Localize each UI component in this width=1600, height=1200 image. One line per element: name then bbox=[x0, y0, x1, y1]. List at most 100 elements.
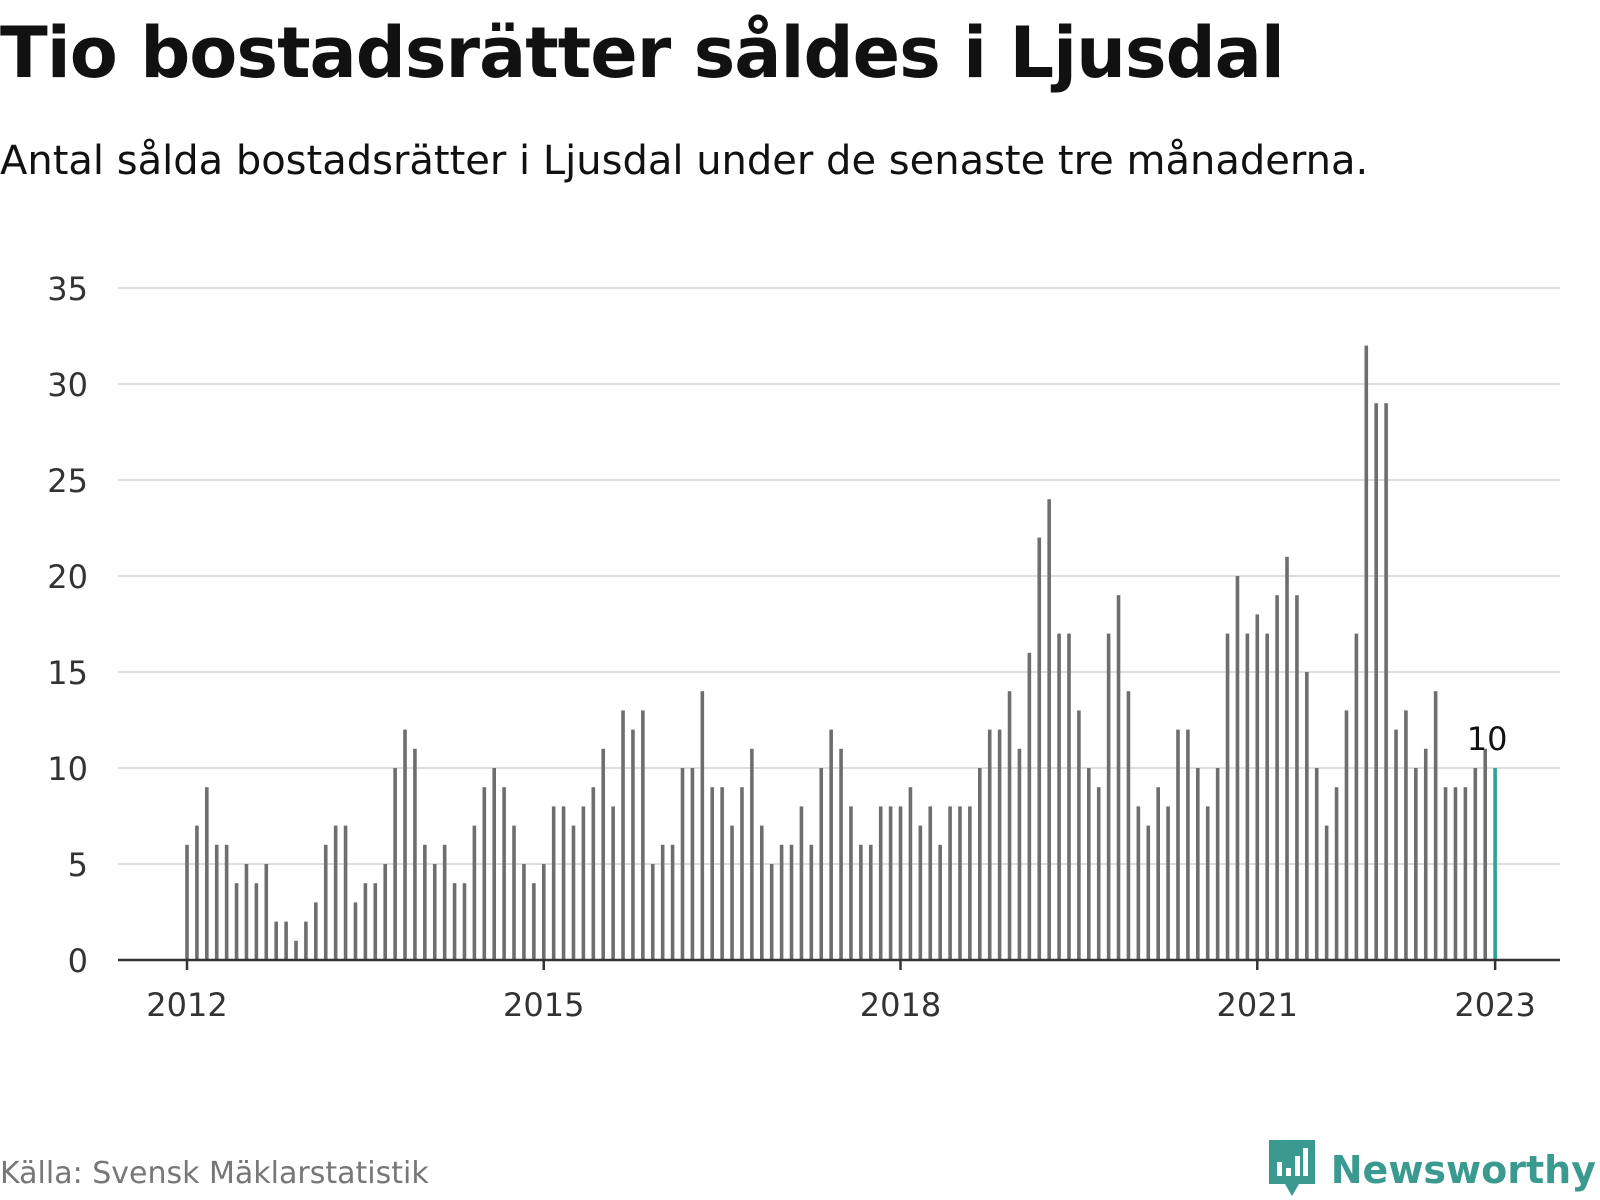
last-value-label: 10 bbox=[1467, 720, 1508, 758]
bar bbox=[1186, 729, 1190, 960]
bar bbox=[1255, 614, 1260, 960]
bar bbox=[254, 883, 259, 960]
bar bbox=[1106, 633, 1111, 960]
bar bbox=[185, 844, 189, 960]
bar bbox=[1483, 748, 1488, 960]
bar bbox=[1314, 768, 1319, 960]
bar bbox=[1394, 729, 1398, 960]
bar bbox=[670, 844, 675, 960]
y-tick-label: 10 bbox=[47, 750, 88, 788]
bar bbox=[353, 902, 358, 960]
bar bbox=[482, 787, 487, 960]
bar bbox=[1087, 768, 1091, 960]
bar bbox=[195, 825, 199, 960]
bar bbox=[631, 729, 635, 960]
bar bbox=[343, 825, 348, 960]
bar bbox=[373, 883, 378, 960]
bars bbox=[185, 345, 1497, 961]
bar bbox=[779, 844, 784, 960]
bar bbox=[1047, 499, 1051, 960]
bar bbox=[1017, 748, 1022, 960]
bar bbox=[1235, 576, 1240, 960]
bar bbox=[750, 748, 754, 960]
x-tick-label: 2012 bbox=[146, 986, 227, 1024]
bar bbox=[601, 748, 606, 960]
x-axis-ticks: 2012 2015 2018 2021 2023 bbox=[146, 960, 1536, 1024]
bar bbox=[1414, 768, 1418, 960]
bar bbox=[1265, 633, 1269, 960]
bar bbox=[1166, 806, 1170, 960]
bar bbox=[224, 844, 229, 960]
bar bbox=[1295, 595, 1299, 960]
bar bbox=[472, 825, 477, 960]
bar bbox=[1324, 825, 1329, 960]
bar bbox=[314, 902, 318, 960]
bar bbox=[1136, 806, 1141, 960]
bar bbox=[888, 806, 893, 960]
bar bbox=[829, 729, 833, 960]
bar bbox=[1027, 652, 1032, 960]
bar bbox=[641, 710, 645, 960]
x-tick-label: 2018 bbox=[860, 986, 941, 1024]
bar bbox=[700, 691, 705, 960]
bar bbox=[849, 806, 853, 960]
bar bbox=[383, 864, 387, 960]
bar bbox=[759, 825, 764, 960]
bar bbox=[898, 806, 903, 960]
bar bbox=[541, 864, 546, 960]
bar bbox=[621, 710, 625, 960]
bar bbox=[1433, 691, 1438, 960]
bar bbox=[413, 748, 417, 960]
bar bbox=[1057, 633, 1061, 960]
bar bbox=[928, 806, 933, 960]
y-tick-label: 20 bbox=[47, 558, 88, 596]
bar bbox=[948, 806, 952, 960]
bar bbox=[1077, 710, 1081, 960]
bar bbox=[393, 768, 397, 960]
bar bbox=[363, 883, 368, 960]
bar bbox=[839, 748, 843, 960]
bar bbox=[532, 883, 536, 960]
bar bbox=[1423, 748, 1428, 960]
bar bbox=[938, 844, 942, 960]
y-tick-label: 15 bbox=[47, 654, 88, 692]
bar bbox=[1215, 768, 1220, 960]
bar bbox=[660, 844, 665, 960]
bar bbox=[1463, 787, 1468, 960]
y-tick-label: 30 bbox=[47, 366, 88, 404]
bar bbox=[264, 864, 269, 960]
bar bbox=[1205, 806, 1210, 960]
bar bbox=[968, 806, 972, 960]
bar bbox=[492, 768, 497, 960]
bar bbox=[1126, 691, 1131, 960]
bar bbox=[997, 729, 1002, 960]
bar bbox=[859, 844, 863, 960]
bar bbox=[1354, 633, 1359, 960]
bar bbox=[650, 864, 655, 960]
bar bbox=[978, 768, 982, 960]
bar bbox=[561, 806, 566, 960]
bar bbox=[799, 806, 804, 960]
bar bbox=[244, 864, 249, 960]
y-tick-label: 25 bbox=[47, 462, 88, 500]
bar bbox=[680, 768, 685, 960]
gridlines bbox=[118, 287, 1560, 865]
chart-subtitle: Antal sålda bostadsrätter i Ljusdal unde… bbox=[0, 138, 1369, 184]
bar bbox=[462, 883, 467, 960]
bar bbox=[720, 787, 724, 960]
bar bbox=[908, 787, 913, 960]
bar bbox=[423, 844, 427, 960]
bar bbox=[819, 768, 824, 960]
bar bbox=[234, 883, 239, 960]
bar bbox=[1285, 556, 1289, 960]
bar bbox=[1176, 729, 1180, 960]
bar bbox=[1453, 787, 1458, 960]
chart-title: Tio bostadsrätter såldes i Ljusdal bbox=[0, 12, 1285, 94]
bar bbox=[1007, 691, 1012, 960]
bar bbox=[502, 787, 506, 960]
bar bbox=[442, 844, 447, 960]
bar bbox=[1245, 633, 1250, 960]
bar bbox=[710, 787, 715, 960]
bar bbox=[512, 825, 516, 960]
